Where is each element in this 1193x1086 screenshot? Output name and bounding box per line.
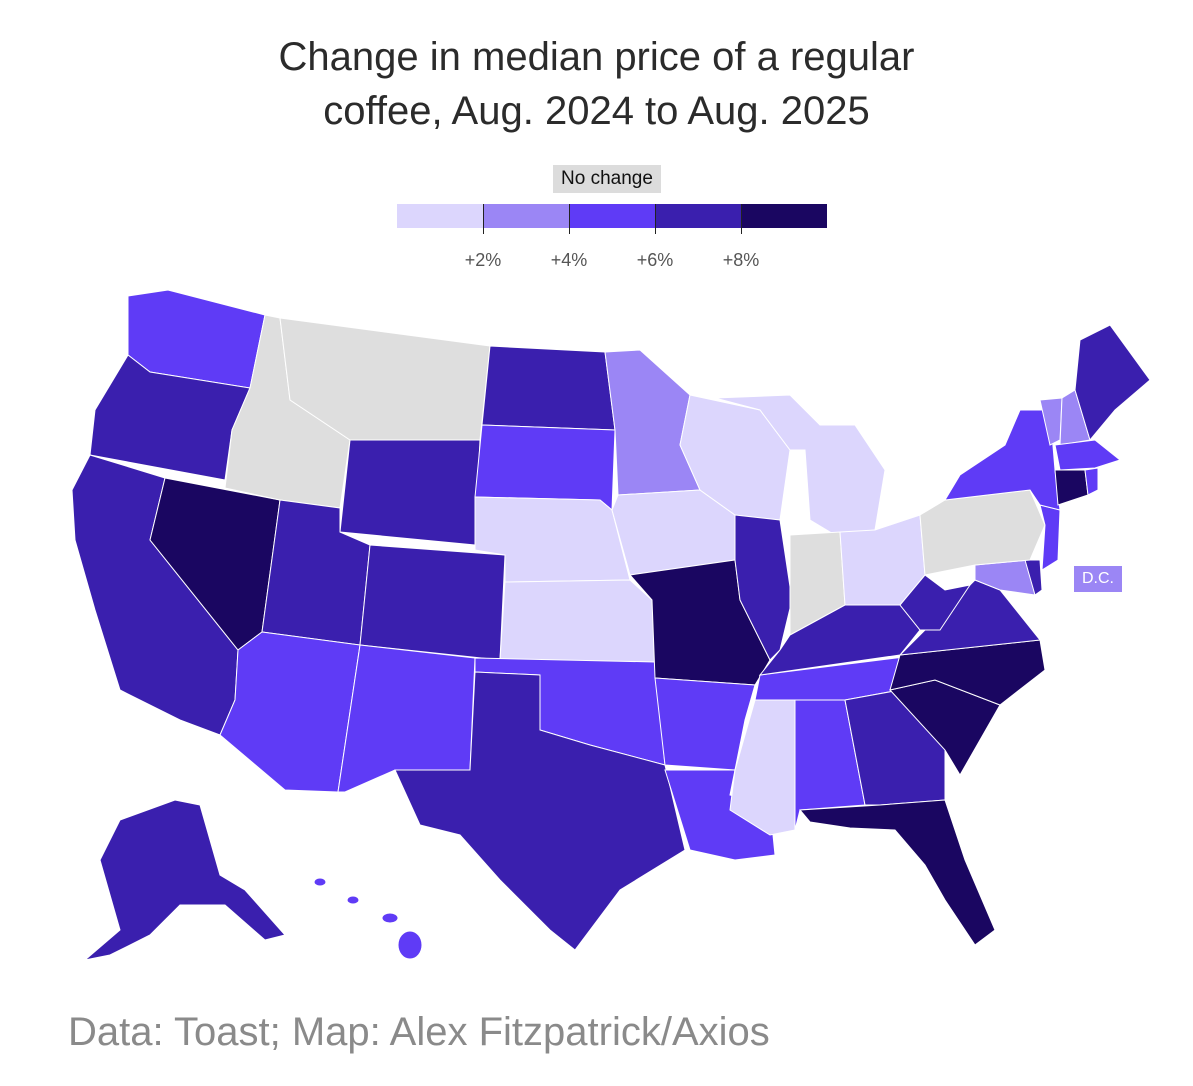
- state-connecticut[interactable]: [1054, 469, 1089, 506]
- state-illinois[interactable]: [734, 514, 793, 661]
- chart-title-line-2: coffee, Aug. 2024 to Aug. 2025: [323, 89, 870, 133]
- chart-title-line-1: Change in median price of a regular: [278, 35, 915, 79]
- state-alaska[interactable]: [83, 799, 286, 961]
- chart-title: Change in median price of a regular coff…: [0, 30, 1193, 138]
- legend-swatch-0: [397, 204, 483, 228]
- state-florida[interactable]: [798, 799, 996, 946]
- state-kansas[interactable]: [499, 579, 656, 663]
- legend-tick-label-4: +8%: [722, 250, 760, 270]
- legend-tick-2: [569, 204, 570, 234]
- state-new-jersey[interactable]: [1039, 504, 1061, 571]
- legend-no-change-label: No change: [553, 165, 661, 193]
- us-state-map: [71, 289, 1151, 961]
- legend-swatch-2: [569, 204, 655, 228]
- dc-label: D.C.: [1074, 566, 1122, 592]
- state-arkansas[interactable]: [654, 677, 756, 771]
- state-hawaii-oahu[interactable]: [346, 895, 360, 905]
- source-credit: Data: Toast; Map: Alex Fitzpatrick/Axios: [68, 1010, 770, 1054]
- state-north-dakota[interactable]: [481, 345, 616, 431]
- state-arizona[interactable]: [219, 631, 361, 793]
- state-texas[interactable]: [394, 671, 686, 951]
- legend-tick-1: [483, 204, 484, 234]
- state-massachusetts[interactable]: [1054, 439, 1122, 471]
- state-kentucky[interactable]: [758, 604, 921, 676]
- legend-tick-label-3: +6%: [636, 250, 674, 270]
- state-hawaii-kauai[interactable]: [313, 877, 327, 887]
- state-rhode-island[interactable]: [1084, 467, 1099, 496]
- state-hawaii-maui[interactable]: [381, 912, 399, 924]
- state-wyoming[interactable]: [339, 439, 481, 546]
- color-legend: [397, 204, 827, 234]
- legend-swatch-1: [483, 204, 569, 228]
- state-colorado[interactable]: [359, 544, 506, 661]
- legend-swatch-4: [741, 204, 827, 228]
- legend-tick-label-2: +4%: [550, 250, 588, 270]
- legend-tick-4: [741, 204, 742, 234]
- state-delaware[interactable]: [1024, 559, 1043, 596]
- legend-tick-3: [655, 204, 656, 234]
- legend-tick-label-1: +2%: [464, 250, 502, 270]
- state-hawaii-main[interactable]: [397, 930, 423, 960]
- state-maine[interactable]: [1074, 324, 1151, 442]
- legend-swatch-3: [655, 204, 741, 228]
